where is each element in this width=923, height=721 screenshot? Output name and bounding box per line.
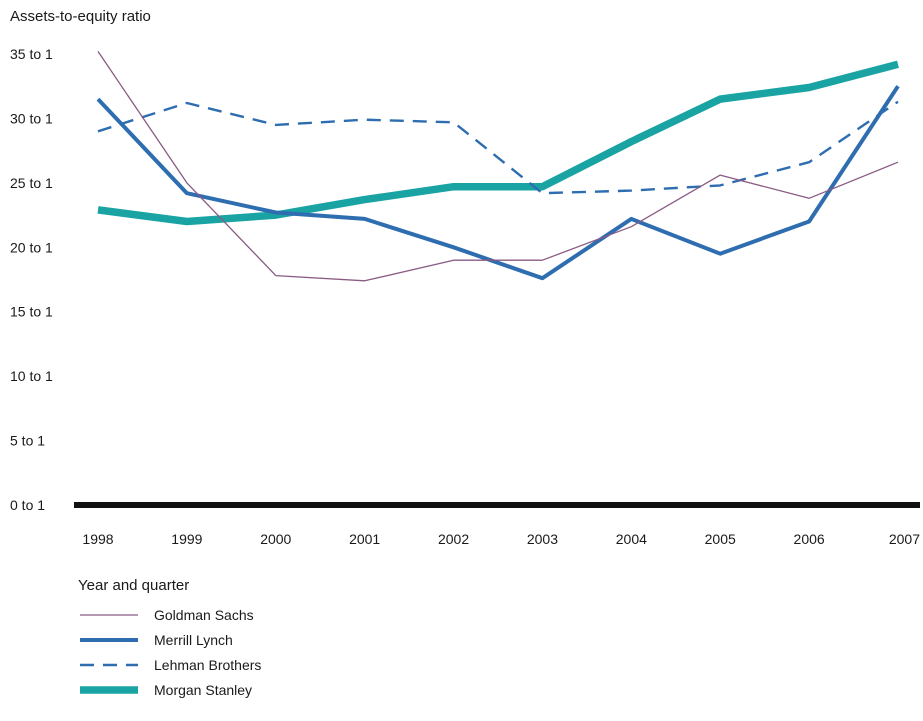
- legend-title: Year and quarter: [78, 577, 189, 594]
- x-tick-label: 1998: [82, 531, 113, 547]
- x-tick-label: 2001: [349, 531, 380, 547]
- legend-label: Lehman Brothers: [154, 657, 261, 673]
- y-tick-label: 20 to 1: [10, 239, 53, 255]
- y-tick-label: 0 to 1: [10, 497, 45, 513]
- legend-label: Goldman Sachs: [154, 607, 254, 623]
- series-lines: [96, 51, 900, 282]
- y-axis-title: Assets-to-equity ratio: [10, 8, 151, 25]
- series-line-goldman-sachs: [97, 51, 899, 282]
- y-tick-label: 10 to 1: [10, 368, 53, 384]
- series-line-lehman-brothers: [97, 100, 899, 195]
- x-tick-label: 2006: [794, 531, 825, 547]
- legend-label: Morgan Stanley: [154, 682, 252, 698]
- series-line-morgan-stanley: [97, 60, 899, 226]
- x-tick-label: 2003: [527, 531, 558, 547]
- x-axis-ticks: 1998 1999 2000 2001 2002 2003 2004 2005 2006 2007: [82, 531, 920, 547]
- y-tick-label: 35 to 1: [10, 46, 53, 62]
- x-tick-label: 2005: [705, 531, 736, 547]
- y-axis-ticks: 0 to 1 5 to 1 10 to 1 15 to 1 20 to 1 25 to 1…: [10, 46, 53, 513]
- x-tick-label: 2004: [616, 531, 647, 547]
- y-tick-label: 5 to 1: [10, 433, 45, 449]
- series-line-merrill-lynch: [96, 85, 900, 281]
- x-tick-label: 2002: [438, 531, 469, 547]
- x-tick-label: 2007: [889, 531, 920, 547]
- y-tick-label: 25 to 1: [10, 175, 53, 191]
- legend-label: Merrill Lynch: [154, 632, 233, 648]
- legend: Year and quarter Goldman Sachs Merrill Ly…: [78, 577, 261, 698]
- x-tick-label: 1999: [171, 531, 202, 547]
- y-tick-label: 15 to 1: [10, 304, 53, 320]
- x-tick-label: 2000: [260, 531, 291, 547]
- y-tick-label: 30 to 1: [10, 110, 53, 126]
